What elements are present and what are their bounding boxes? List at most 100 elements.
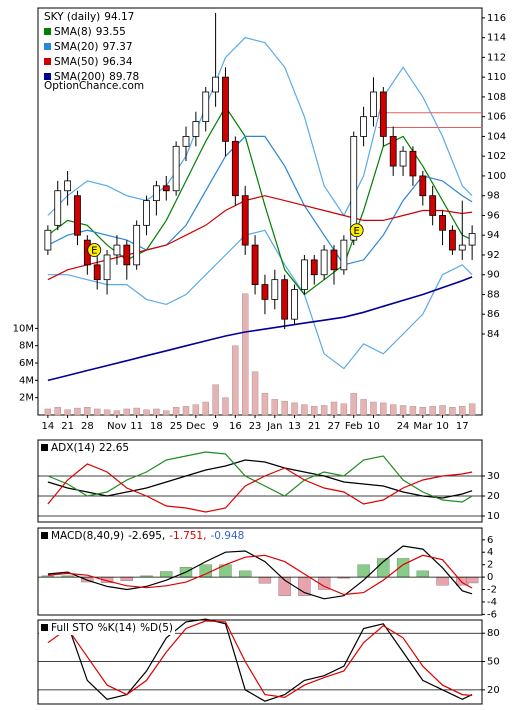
volume-bar [54, 407, 61, 416]
y-tick-label: 0 [487, 572, 493, 583]
legend-name: SMA(200) [54, 71, 105, 83]
candle-body [212, 76, 220, 93]
panel-frame [37, 439, 483, 523]
x-tick-label: 16 [229, 421, 242, 432]
candle-body [370, 91, 377, 118]
histogram-bar [357, 564, 370, 578]
histogram-bar [258, 576, 272, 584]
x-tick-label: 17 [456, 421, 469, 432]
volume-bar [340, 403, 348, 416]
volume-bar [153, 408, 160, 416]
y-tick-label: 100 [487, 171, 506, 182]
y-tick-label: 84 [487, 329, 500, 340]
candle-body [133, 224, 141, 266]
candle-body [261, 284, 269, 300]
candle-body [54, 190, 62, 226]
candle-body [389, 136, 397, 167]
y-tick-label: 102 [487, 151, 506, 162]
candle-body [350, 136, 358, 241]
volume-tick-label: 6M [19, 358, 34, 369]
legend-item: ADX(14) [51, 442, 95, 454]
volume-bar [399, 405, 407, 416]
legend-swatch [44, 43, 51, 50]
event-marker [349, 223, 364, 238]
legend-value: 94.17 [104, 11, 134, 23]
y-tick-label: -4 [487, 597, 497, 608]
candle-body [162, 185, 170, 192]
legend-text: SMA(50) 96.34 [54, 56, 133, 68]
candle-body [172, 145, 180, 192]
candle-body [340, 239, 348, 271]
y-tick-label: 4 [487, 547, 493, 558]
sma-line [47, 135, 473, 266]
candle-body [152, 185, 160, 202]
volume-bar [93, 408, 101, 416]
candle-body [113, 244, 121, 256]
volume-bar [330, 401, 338, 416]
legend-swatch [41, 532, 48, 539]
volume-bar [202, 401, 209, 416]
x-tick-label: 14 [41, 421, 54, 432]
x-tick-label: Mar [413, 421, 433, 432]
y-tick-label: 20 [487, 491, 500, 502]
candle-body [103, 254, 111, 281]
legend-name: SMA(50) [54, 56, 98, 68]
volume-bar [468, 403, 476, 416]
legend-value: 93.55 [96, 26, 126, 38]
legend-item: %K(14) [98, 622, 136, 634]
legend-item: MACD(8,40,9) [51, 530, 124, 542]
candle-body [123, 244, 131, 266]
volume-bar [301, 404, 308, 416]
volume-bar [44, 408, 52, 416]
legend-item: -0.948 [210, 530, 244, 542]
x-tick-label: 11 [130, 421, 143, 432]
y-tick-label: 114 [487, 33, 506, 44]
legend-text: SMA(8) 93.55 [54, 26, 126, 38]
candle-body [360, 116, 368, 137]
legend-name: SMA(8) [54, 26, 92, 38]
volume-bar [311, 406, 318, 416]
legend-box [39, 441, 132, 455]
y-tick-label: 108 [487, 92, 506, 103]
volume-bar [172, 407, 180, 416]
legend-swatch [41, 624, 48, 631]
y-tick-label: -6 [487, 609, 497, 620]
y-tick-label: 106 [487, 112, 506, 123]
y-tick-label: 10 [487, 511, 500, 522]
legend-swatch [41, 444, 48, 451]
panel-frame [37, 7, 483, 416]
indicator-line [47, 459, 473, 499]
legend-title: SKY (daily) [44, 11, 100, 23]
x-tick-label: 24 [397, 421, 410, 432]
volume-bar [163, 410, 170, 416]
legend-text: MACD(8,40,9) -2.695, -1.751, -0.948 [51, 530, 244, 542]
candle-body [379, 91, 387, 137]
volume-bar [261, 393, 269, 416]
volume-bar [409, 406, 417, 416]
legend-box [39, 529, 247, 543]
volume-bar [123, 408, 131, 416]
x-tick-label: 27 [328, 421, 341, 432]
candle-body [439, 215, 446, 231]
candle-body [93, 264, 101, 281]
y-tick-label: 104 [487, 131, 506, 142]
y-tick-label: 50 [487, 657, 500, 668]
indicator-line [47, 463, 473, 513]
volume-bar [419, 407, 426, 416]
y-tick-label: 94 [487, 230, 500, 241]
volume-bar [103, 409, 111, 416]
x-tick-label: Jan [266, 421, 282, 432]
volume-bar [74, 407, 81, 416]
y-tick-label: 110 [487, 72, 506, 83]
y-tick-label: 116 [487, 13, 506, 24]
volume-bar [133, 407, 140, 416]
x-tick-label: 23 [249, 421, 262, 432]
y-tick-label: 20 [487, 685, 500, 696]
candle-body [251, 244, 259, 286]
candle-body [143, 200, 150, 226]
volume-bar [449, 407, 456, 416]
candle-body [300, 259, 308, 290]
legend-item: %D(5) [140, 622, 173, 634]
candle-body [271, 279, 279, 300]
